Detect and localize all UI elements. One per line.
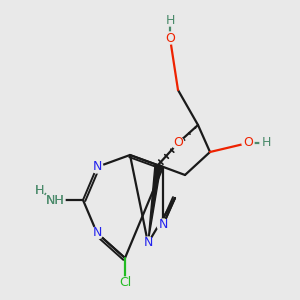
Circle shape (91, 227, 103, 239)
Circle shape (164, 14, 176, 26)
Circle shape (157, 219, 169, 231)
Circle shape (45, 190, 65, 210)
Text: N: N (158, 218, 168, 232)
Text: H: H (165, 14, 175, 26)
Text: N: N (92, 160, 102, 173)
Circle shape (164, 32, 176, 44)
Text: NH: NH (46, 194, 64, 206)
Circle shape (49, 194, 61, 206)
Text: N: N (143, 236, 153, 250)
Circle shape (33, 184, 45, 196)
Text: O: O (173, 136, 183, 149)
Text: O: O (165, 32, 175, 44)
Circle shape (91, 161, 103, 173)
Circle shape (172, 137, 184, 149)
Circle shape (119, 277, 131, 289)
Text: H: H (34, 184, 44, 196)
Circle shape (142, 237, 154, 249)
Circle shape (242, 137, 254, 149)
Text: Cl: Cl (119, 277, 131, 290)
Text: H: H (261, 136, 271, 149)
Text: H: H (34, 184, 44, 196)
Text: O: O (243, 136, 253, 149)
Text: NH: NH (46, 194, 64, 206)
Text: N: N (92, 226, 102, 239)
Circle shape (260, 137, 272, 149)
Polygon shape (148, 165, 161, 243)
